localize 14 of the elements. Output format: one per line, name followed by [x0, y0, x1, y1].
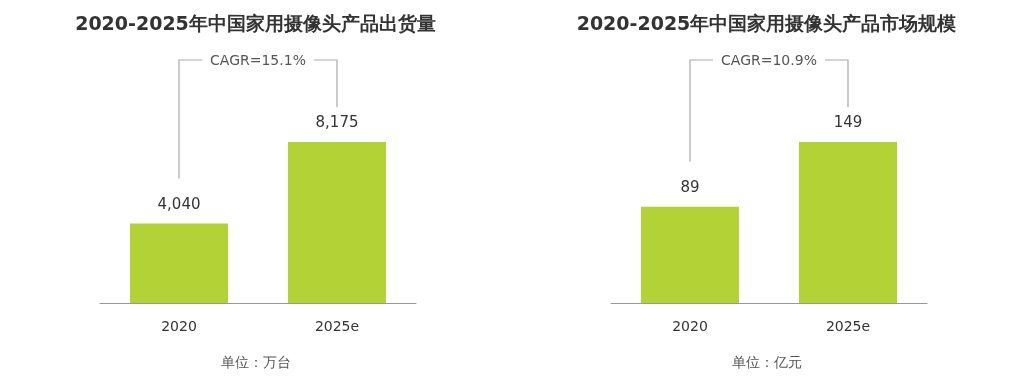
data-label: 89	[680, 178, 700, 197]
text: CAGR=10.9%	[713, 52, 825, 68]
x-tick-label: 2020	[672, 318, 708, 334]
data-label: 8,175	[315, 113, 359, 132]
x-tick-label: 2025e	[314, 318, 360, 334]
data-label: 149	[833, 113, 863, 132]
x-tick-label: 2025e	[825, 318, 871, 334]
data-label: 4,040	[157, 194, 201, 213]
text: CAGR=15.1%	[202, 52, 314, 68]
chart-title: 2020-2025年中国家用摄像头产品出货量	[75, 11, 436, 34]
text: 单位：亿元	[730, 354, 803, 372]
chart-title: 2020-2025年中国家用摄像头产品市场规模	[576, 11, 957, 34]
text: 单位：万台	[219, 354, 292, 372]
x-tick-label: 2020	[161, 318, 197, 334]
